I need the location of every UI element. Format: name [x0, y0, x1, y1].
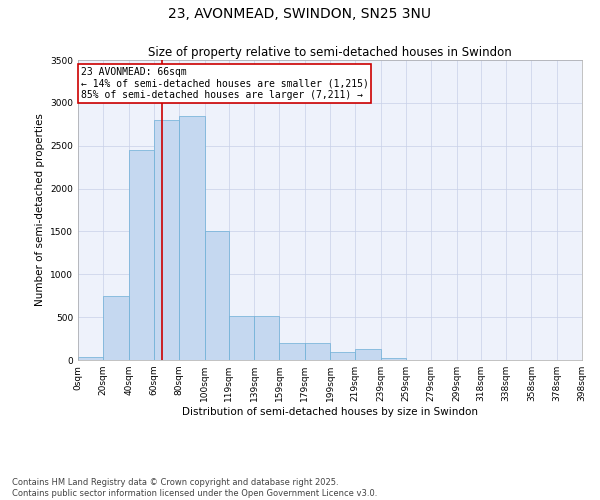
- Text: 23, AVONMEAD, SWINDON, SN25 3NU: 23, AVONMEAD, SWINDON, SN25 3NU: [169, 8, 431, 22]
- Title: Size of property relative to semi-detached houses in Swindon: Size of property relative to semi-detach…: [148, 46, 512, 59]
- Bar: [254, 316, 280, 360]
- Bar: [305, 343, 330, 360]
- Bar: [179, 116, 205, 360]
- Bar: [355, 349, 380, 360]
- Bar: [229, 316, 254, 360]
- Text: Contains HM Land Registry data © Crown copyright and database right 2025.
Contai: Contains HM Land Registry data © Crown c…: [12, 478, 377, 498]
- Bar: [154, 120, 179, 360]
- Bar: [128, 150, 154, 360]
- Text: 23 AVONMEAD: 66sqm
← 14% of semi-detached houses are smaller (1,215)
85% of semi: 23 AVONMEAD: 66sqm ← 14% of semi-detache…: [80, 67, 368, 100]
- Bar: [78, 358, 103, 360]
- X-axis label: Distribution of semi-detached houses by size in Swindon: Distribution of semi-detached houses by …: [182, 407, 478, 417]
- Bar: [330, 352, 355, 360]
- Bar: [103, 296, 128, 360]
- Bar: [280, 343, 305, 360]
- Bar: [205, 232, 229, 360]
- Bar: [380, 358, 406, 360]
- Y-axis label: Number of semi-detached properties: Number of semi-detached properties: [35, 114, 44, 306]
